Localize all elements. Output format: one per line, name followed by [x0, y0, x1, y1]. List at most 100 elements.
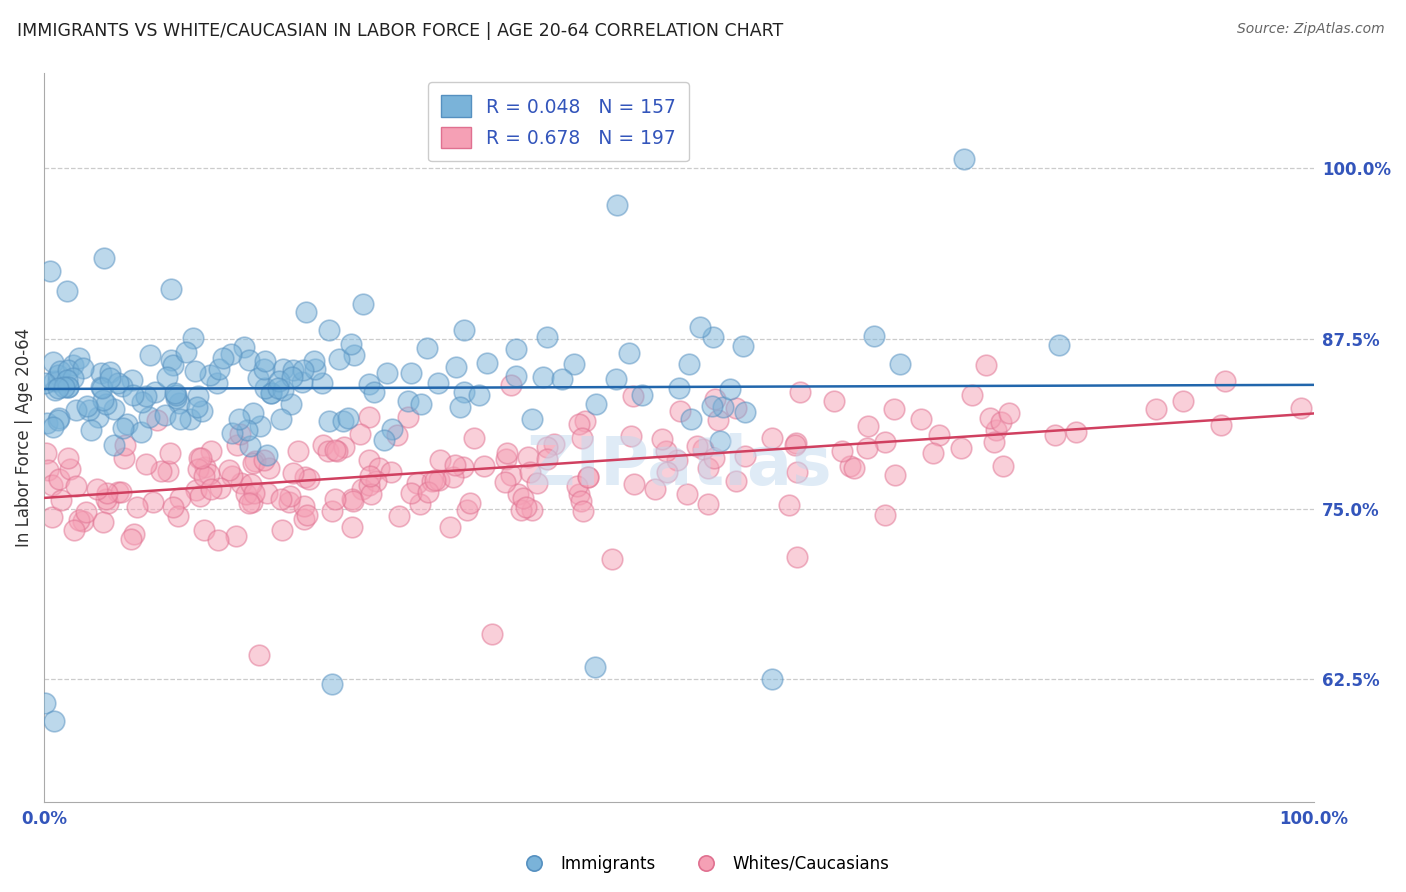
Point — [41, 509, 63, 524]
Point — [396, 393, 419, 408]
Point — [190, 450, 212, 465]
Point — [228, 427, 250, 442]
Point — [181, 331, 204, 345]
Point — [149, 464, 172, 478]
Point — [121, 373, 143, 387]
Point — [107, 484, 129, 499]
Point — [156, 464, 179, 478]
Point — [163, 385, 186, 400]
Point — [35, 416, 58, 430]
Point — [169, 412, 191, 426]
Point — [336, 411, 359, 425]
Point — [984, 423, 1007, 437]
Point — [205, 376, 228, 391]
Text: ZIPatlas: ZIPatlas — [527, 434, 831, 500]
Point — [46, 368, 69, 382]
Point — [311, 376, 333, 390]
Point — [131, 395, 153, 409]
Point — [373, 433, 395, 447]
Point — [56, 450, 79, 465]
Point — [193, 469, 215, 483]
Point — [281, 370, 304, 384]
Point — [875, 435, 897, 450]
Point — [1173, 393, 1195, 408]
Point — [823, 393, 845, 408]
Point — [49, 364, 72, 378]
Point — [496, 445, 519, 459]
Point — [381, 422, 404, 436]
Point — [536, 329, 558, 343]
Point — [332, 415, 354, 429]
Point — [122, 527, 145, 541]
Point — [41, 477, 63, 491]
Point — [789, 385, 811, 400]
Point — [146, 413, 169, 427]
Point — [91, 515, 114, 529]
Point — [281, 363, 304, 377]
Point — [294, 470, 316, 484]
Point — [292, 499, 315, 513]
Point — [37, 463, 59, 477]
Point — [953, 152, 976, 166]
Point — [48, 411, 70, 425]
Point — [187, 462, 209, 476]
Point — [90, 366, 112, 380]
Point — [651, 432, 673, 446]
Point — [186, 483, 208, 498]
Point — [254, 382, 277, 396]
Point — [129, 425, 152, 439]
Point — [697, 461, 720, 475]
Point — [1144, 401, 1167, 416]
Point — [235, 486, 257, 500]
Point — [65, 478, 87, 492]
Point — [783, 438, 806, 452]
Point — [94, 396, 117, 410]
Point — [326, 444, 349, 458]
Point — [416, 484, 439, 499]
Point — [702, 330, 724, 344]
Point — [707, 413, 730, 427]
Point — [55, 284, 77, 298]
Point — [352, 482, 374, 496]
Point — [375, 366, 398, 380]
Point — [270, 491, 292, 506]
Point — [700, 399, 723, 413]
Point — [191, 403, 214, 417]
Point — [323, 443, 346, 458]
Point — [56, 363, 79, 377]
Point — [90, 381, 112, 395]
Point — [200, 444, 222, 458]
Point — [531, 370, 554, 384]
Point — [321, 677, 343, 691]
Point — [505, 368, 527, 383]
Point — [568, 487, 591, 501]
Point — [62, 358, 84, 372]
Point — [605, 372, 627, 386]
Point — [761, 672, 783, 686]
Text: Source: ZipAtlas.com: Source: ZipAtlas.com — [1237, 22, 1385, 37]
Point — [62, 523, 84, 537]
Point — [243, 486, 266, 500]
Point — [842, 460, 865, 475]
Point — [654, 443, 676, 458]
Point — [399, 486, 422, 500]
Point — [228, 411, 250, 425]
Point — [46, 374, 69, 388]
Point — [80, 423, 103, 437]
Point — [481, 627, 503, 641]
Point — [242, 456, 264, 470]
Point — [200, 482, 222, 496]
Point — [115, 417, 138, 431]
Point — [515, 500, 537, 515]
Point — [256, 485, 278, 500]
Point — [686, 439, 709, 453]
Point — [910, 412, 932, 426]
Point — [340, 337, 363, 351]
Point — [718, 382, 741, 396]
Point — [97, 496, 120, 510]
Point — [76, 399, 98, 413]
Point — [449, 400, 471, 414]
Point — [34, 376, 56, 391]
Point — [325, 492, 347, 507]
Point — [221, 469, 243, 483]
